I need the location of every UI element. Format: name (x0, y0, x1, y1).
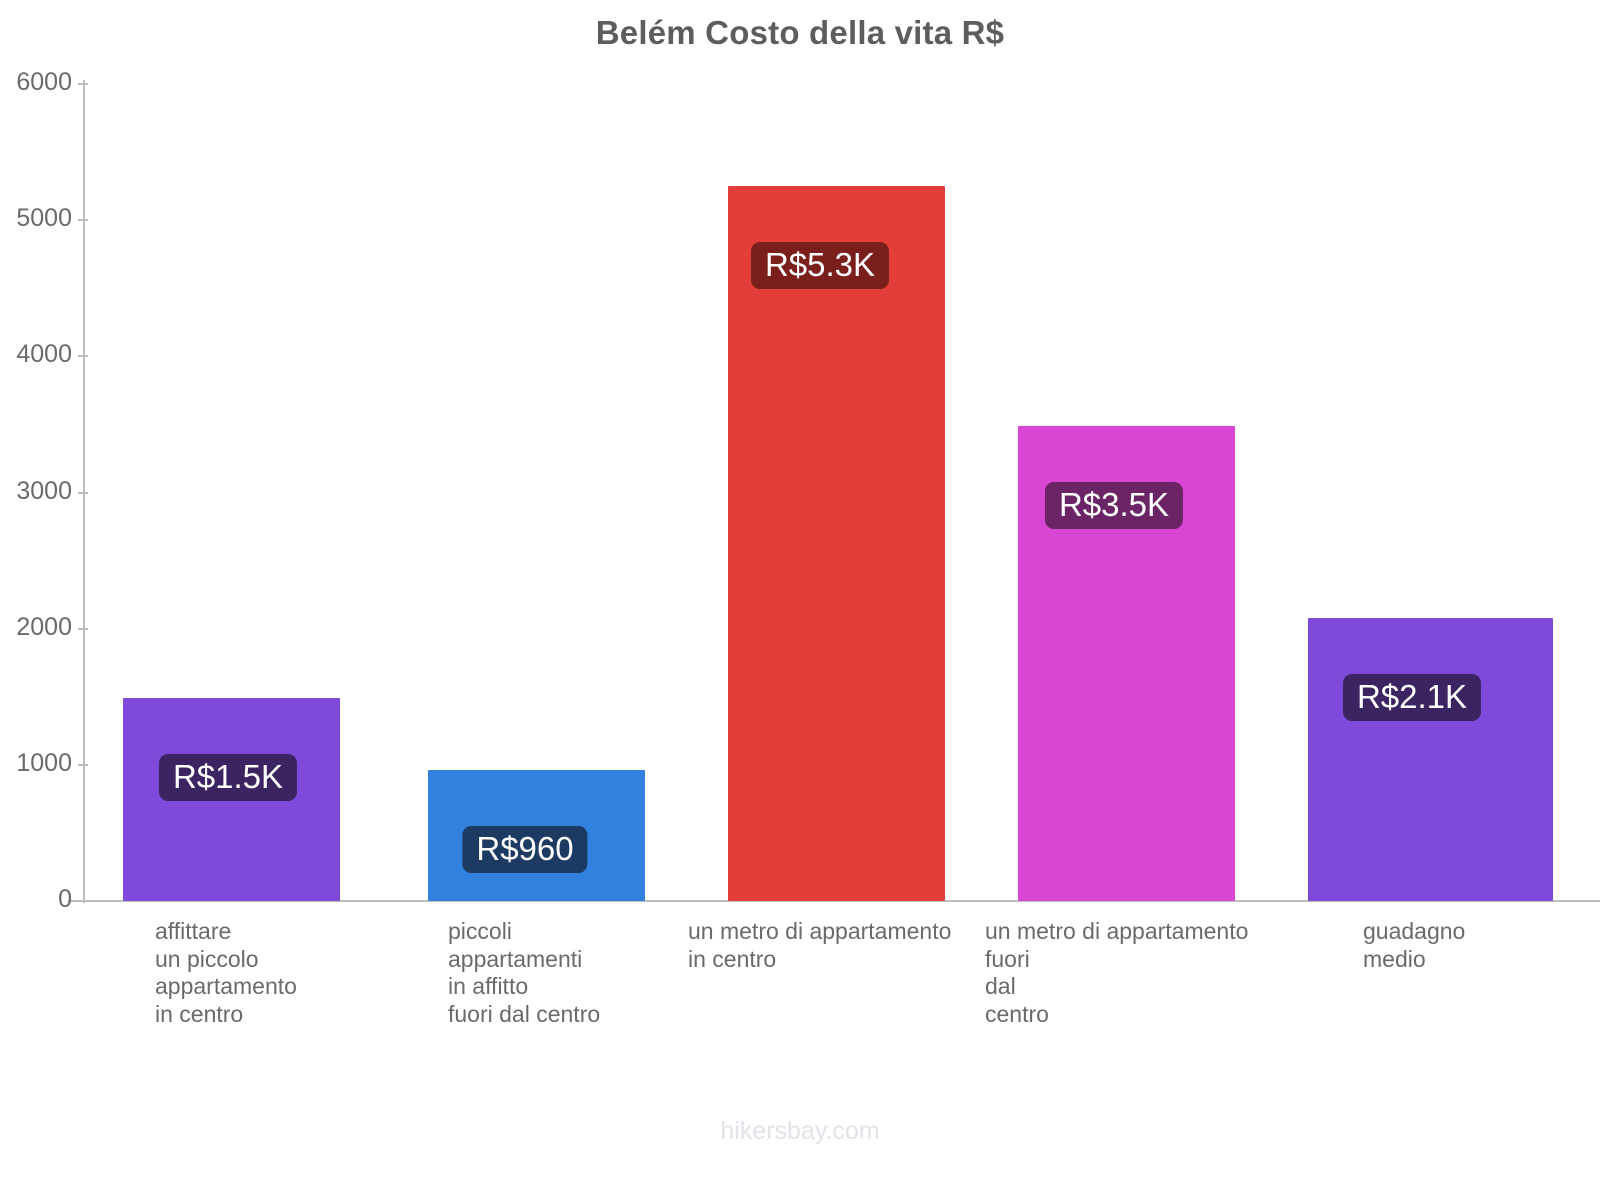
bar-value-label: R$3.5K (1044, 481, 1184, 529)
y-axis-tick-label: 6000 (16, 68, 72, 96)
y-axis-tick-mark (78, 763, 88, 766)
bar-value-label: R$5.3K (750, 242, 890, 290)
y-axis-tick-label: 3000 (16, 476, 72, 505)
x-axis-category-label: affittare un piccolo appartamento in cen… (155, 918, 297, 1027)
bar-value-label: R$2.1K (1342, 673, 1482, 721)
y-axis-tick-mark (78, 627, 88, 630)
y-axis-tick-label: 4000 (16, 340, 72, 369)
y-axis-tick-mark (78, 355, 88, 358)
bar[interactable] (728, 186, 945, 901)
x-axis-category-label: guadagno medio (1363, 918, 1466, 972)
y-axis-tick-mark (78, 491, 88, 494)
y-axis-tick-label: 5000 (16, 204, 72, 233)
y-axis-tick-label: 0 (58, 885, 72, 913)
x-axis-category-label: un metro di appartamento fuori dal centr… (985, 918, 1249, 1027)
bar-value-label: R$1.5K (158, 754, 298, 802)
y-axis-tick-mark (78, 219, 88, 222)
y-axis-tick-mark (78, 900, 88, 902)
x-axis-category-label: un metro di appartamento in centro (688, 918, 952, 972)
bar-value-label: R$960 (462, 826, 588, 874)
chart-title: Belém Costo della vita R$ (595, 14, 1005, 51)
y-axis-tick-mark (78, 83, 88, 85)
y-axis-tick-label: 1000 (16, 748, 72, 777)
bar[interactable] (1308, 617, 1553, 901)
x-axis-line (68, 900, 1600, 902)
source-watermark: hikersbay.com (720, 1117, 880, 1145)
y-axis-tick-label: 2000 (16, 612, 72, 641)
x-axis-category-label: piccoli appartamenti in affitto fuori da… (448, 918, 601, 1027)
